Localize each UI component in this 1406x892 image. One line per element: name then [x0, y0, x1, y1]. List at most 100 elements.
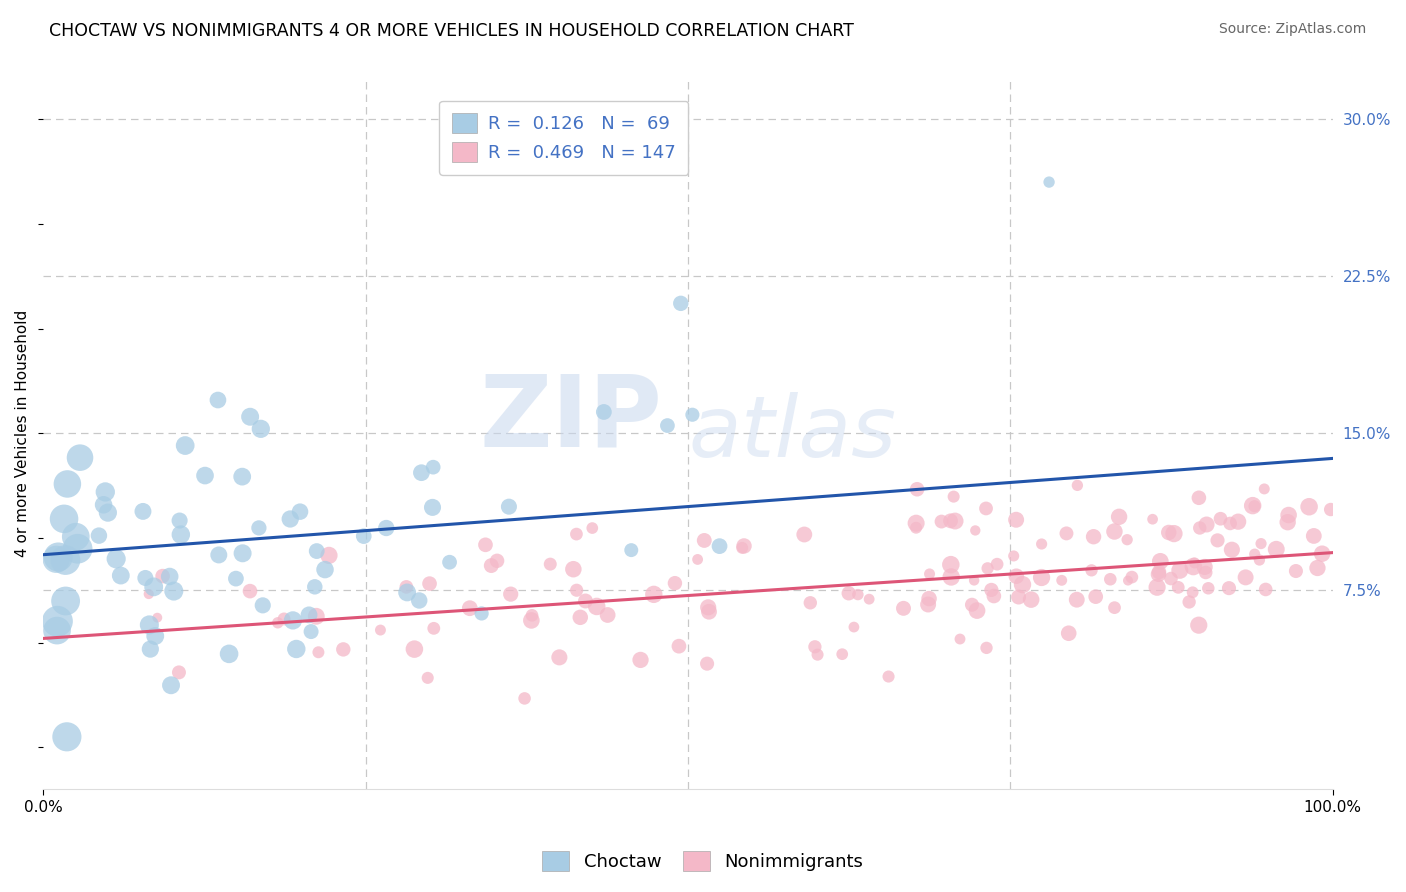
Point — [1178, 595, 1201, 609]
Point — [1066, 592, 1088, 607]
Point — [94, 485, 117, 500]
Point — [1298, 500, 1320, 514]
Point — [1302, 529, 1324, 543]
Point — [1083, 530, 1105, 544]
Point — [693, 533, 716, 548]
Point — [918, 591, 941, 606]
Point — [305, 544, 328, 558]
Point — [983, 589, 1005, 603]
Point — [1149, 554, 1171, 568]
Point — [167, 665, 190, 680]
Point — [66, 541, 89, 556]
Point — [1277, 515, 1299, 529]
Point — [375, 521, 398, 535]
Point — [1218, 581, 1240, 595]
Point — [858, 592, 880, 607]
Point — [298, 607, 321, 622]
Point — [630, 653, 652, 667]
Point — [65, 530, 87, 544]
Point — [152, 569, 174, 583]
Point — [733, 539, 755, 553]
Point — [905, 516, 928, 531]
Point — [1142, 512, 1164, 526]
Point — [142, 580, 165, 594]
Point — [1243, 547, 1265, 561]
Point — [318, 549, 340, 563]
Point — [304, 580, 326, 594]
Point — [1206, 533, 1229, 548]
Point — [1195, 566, 1218, 580]
Point — [943, 514, 966, 528]
Point — [194, 468, 217, 483]
Point — [574, 594, 596, 608]
Point — [1188, 618, 1211, 632]
Point — [458, 601, 481, 615]
Point — [905, 482, 928, 496]
Point — [1108, 509, 1130, 524]
Point — [1157, 525, 1180, 540]
Point — [163, 584, 186, 599]
Point — [404, 642, 426, 657]
Point — [419, 576, 441, 591]
Point — [1250, 536, 1272, 550]
Point — [105, 552, 128, 566]
Point — [53, 512, 76, 526]
Point — [307, 645, 329, 659]
Point — [939, 514, 962, 528]
Point — [396, 585, 419, 599]
Point — [942, 490, 965, 504]
Point — [1099, 572, 1122, 586]
Point — [974, 501, 997, 516]
Point — [1005, 569, 1028, 583]
Point — [278, 512, 301, 526]
Point — [299, 624, 322, 639]
Point — [207, 392, 229, 407]
Point — [562, 562, 585, 576]
Point — [1084, 590, 1107, 604]
Point — [1057, 626, 1080, 640]
Point — [1031, 570, 1053, 584]
Point — [731, 541, 754, 555]
Text: Source: ZipAtlas.com: Source: ZipAtlas.com — [1219, 22, 1367, 37]
Point — [1249, 553, 1271, 567]
Point — [941, 570, 963, 584]
Point — [55, 553, 77, 567]
Point — [281, 614, 304, 628]
Point — [285, 642, 308, 657]
Point — [1121, 570, 1143, 584]
Point — [408, 593, 430, 607]
Point — [939, 558, 962, 572]
Point — [314, 563, 336, 577]
Point — [793, 527, 815, 541]
Point — [1254, 582, 1277, 597]
Point — [1234, 570, 1257, 584]
Point — [1104, 600, 1126, 615]
Point — [1031, 537, 1053, 551]
Point — [249, 422, 271, 436]
Point — [804, 640, 827, 654]
Point — [976, 640, 998, 655]
Point — [267, 615, 290, 630]
Point — [696, 657, 718, 671]
Point — [174, 438, 197, 452]
Point — [1147, 567, 1170, 582]
Point — [1220, 542, 1243, 557]
Point — [1310, 547, 1333, 561]
Point — [548, 650, 571, 665]
Point — [160, 678, 183, 692]
Point — [169, 514, 191, 528]
Point — [1306, 561, 1329, 575]
Point — [966, 604, 988, 618]
Point — [1005, 513, 1028, 527]
Point — [681, 408, 703, 422]
Point — [159, 569, 181, 583]
Legend: Choctaw, Nonimmigrants: Choctaw, Nonimmigrants — [536, 844, 870, 879]
Point — [686, 552, 709, 566]
Point — [960, 598, 983, 612]
Point — [1050, 574, 1073, 588]
Point — [170, 527, 193, 541]
Point — [986, 558, 1008, 572]
Point — [97, 506, 120, 520]
Point — [976, 561, 998, 575]
Point — [1278, 508, 1301, 522]
